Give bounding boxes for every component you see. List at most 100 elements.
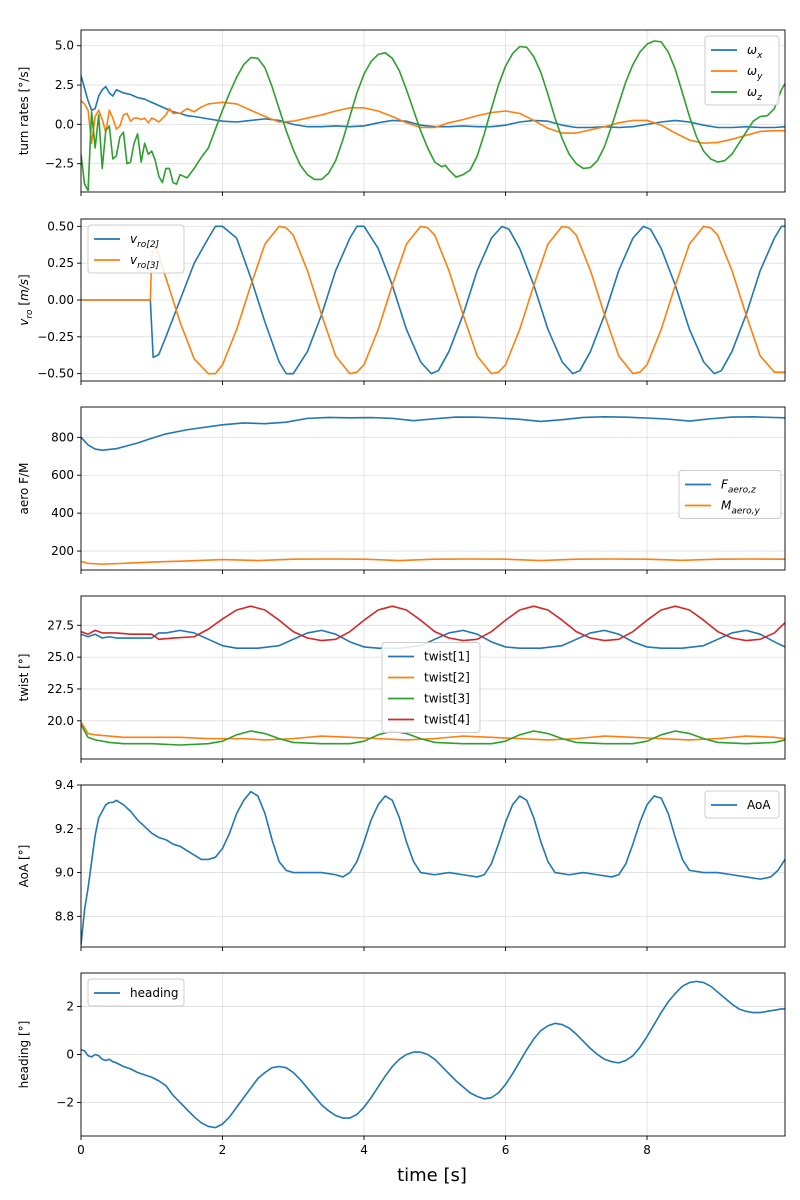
- label-unit-close: ]: [17, 274, 31, 279]
- y-tick-label: 25.0: [47, 650, 74, 664]
- shared-xlabel: time [s]: [397, 1165, 467, 1186]
- y-tick-label: 600: [51, 468, 74, 482]
- legend-entry: vro[2]: [130, 232, 160, 250]
- label-symbol: M: [721, 499, 732, 513]
- y-tick-label: 0.0: [55, 117, 74, 131]
- series-group: [81, 790, 785, 945]
- series-line-f-aero-z: [81, 416, 785, 452]
- series-line-z: [81, 40, 785, 192]
- label-symbol: v: [130, 232, 138, 246]
- legend-entry: twist[3]: [424, 692, 470, 706]
- y-tick-label: −2: [56, 1095, 74, 1109]
- label-subscript: x: [756, 51, 763, 61]
- y-tick-label: −0.25: [37, 330, 74, 344]
- legend-entry: ωx: [747, 43, 763, 61]
- legend-entry: twist[4]: [424, 713, 470, 727]
- series-group: [81, 980, 785, 1129]
- y-tick-label: 0.00: [47, 293, 74, 307]
- y-axis-label: heading [°]: [17, 1021, 31, 1089]
- label-subscript: ro: [25, 309, 35, 319]
- series-line-m-aero-y: [81, 558, 785, 565]
- series-group: [81, 416, 785, 565]
- x-tick-label: 2: [219, 1143, 227, 1157]
- y-axis-label: twist [°]: [17, 654, 31, 702]
- y-tick-label: 800: [51, 430, 74, 444]
- panel-6: −2 0 2 0 2 4 6 8 heading [°] heading: [17, 972, 786, 1157]
- label-subscript: aero,z: [728, 486, 756, 496]
- y-tick-label: 9.0: [55, 866, 74, 880]
- label-symbol: F: [721, 478, 729, 492]
- legend-box: [704, 790, 780, 819]
- legend-box: [381, 642, 481, 733]
- legend-entry: twist[1]: [424, 650, 470, 664]
- series-line-heading: [81, 980, 785, 1129]
- axes-frame: [80, 595, 786, 760]
- label-symbol: v: [17, 318, 31, 326]
- label-subscript: ro[2]: [137, 240, 159, 250]
- label-symbol: v: [130, 253, 138, 267]
- y-tick-label: 20.0: [47, 714, 74, 728]
- legend: heading: [87, 978, 185, 1007]
- legend-box: [87, 224, 185, 274]
- y-tick-label: 27.5: [47, 618, 74, 632]
- axes-frame: [80, 406, 786, 571]
- y-axis-label: vro [m/s]: [17, 274, 35, 326]
- legend-entry: Maero,y: [721, 499, 760, 517]
- legend-entry: twist[2]: [424, 671, 470, 685]
- x-tick-label: 6: [502, 1143, 510, 1157]
- x-tick-label: 8: [643, 1143, 651, 1157]
- series-line-x: [81, 75, 785, 129]
- legend: Faero,z Maero,y: [678, 470, 782, 519]
- legend-box: [704, 35, 780, 106]
- series-line-twist-3: [81, 724, 785, 746]
- label-subscript: aero,y: [731, 507, 760, 517]
- legend-entry: ωy: [747, 64, 763, 82]
- legend: vro[2]vro[3]: [87, 224, 185, 274]
- legend-box: [678, 470, 782, 519]
- axes-frame: [80, 784, 786, 948]
- y-tick-label: −2.5: [45, 157, 74, 171]
- legend-entry: Faero,z: [721, 478, 756, 496]
- y-tick-label: 0.50: [47, 219, 74, 233]
- plot-area: [81, 30, 785, 192]
- y-tick-label: 0: [66, 1048, 74, 1062]
- y-tick-label: 9.2: [55, 822, 74, 836]
- series-line-y: [81, 100, 785, 145]
- y-tick-label: 5.0: [55, 39, 74, 53]
- y-tick-label: 9.4: [55, 778, 74, 792]
- y-tick-label: 2: [66, 1000, 74, 1014]
- label-symbol: ω: [747, 64, 757, 78]
- legend: AoA: [704, 790, 780, 819]
- label-subscript: z: [756, 93, 762, 103]
- series-line-twist-2: [81, 721, 785, 741]
- legend-box: [87, 978, 185, 1007]
- plot-area: [81, 785, 785, 947]
- series-group: [81, 40, 785, 192]
- legend-entry: vro[3]: [130, 253, 160, 271]
- panel-3: 200 400 600 800 aero F/M Faero,z Maero,y: [17, 406, 786, 574]
- label-symbol: ω: [747, 43, 757, 57]
- label-unit: [: [17, 301, 31, 310]
- series-line-twist-4: [81, 605, 785, 642]
- label-subscript: y: [756, 72, 763, 82]
- series-group: [81, 225, 785, 375]
- x-tick-label: 4: [360, 1143, 368, 1157]
- y-axis-label: turn rates [°/s]: [17, 67, 31, 156]
- y-tick-label: 200: [51, 544, 74, 558]
- x-tick-label: 0: [77, 1143, 85, 1157]
- legend-entry: ωz: [747, 85, 762, 103]
- y-tick-label: −0.50: [37, 367, 74, 381]
- label-unit-italic: m/s: [17, 279, 31, 301]
- y-tick-label: 8.8: [55, 909, 74, 923]
- panel-5: 8.8 9.0 9.2 9.4 AoA [°] AoA: [17, 778, 786, 951]
- axes-frame: [80, 29, 786, 193]
- label-subscript: ro[3]: [137, 261, 159, 271]
- plot-area: [81, 407, 785, 570]
- series-line-aoa: [81, 790, 785, 945]
- y-axis-label: aero F/M: [17, 463, 31, 515]
- legend-entry: heading: [130, 986, 179, 1000]
